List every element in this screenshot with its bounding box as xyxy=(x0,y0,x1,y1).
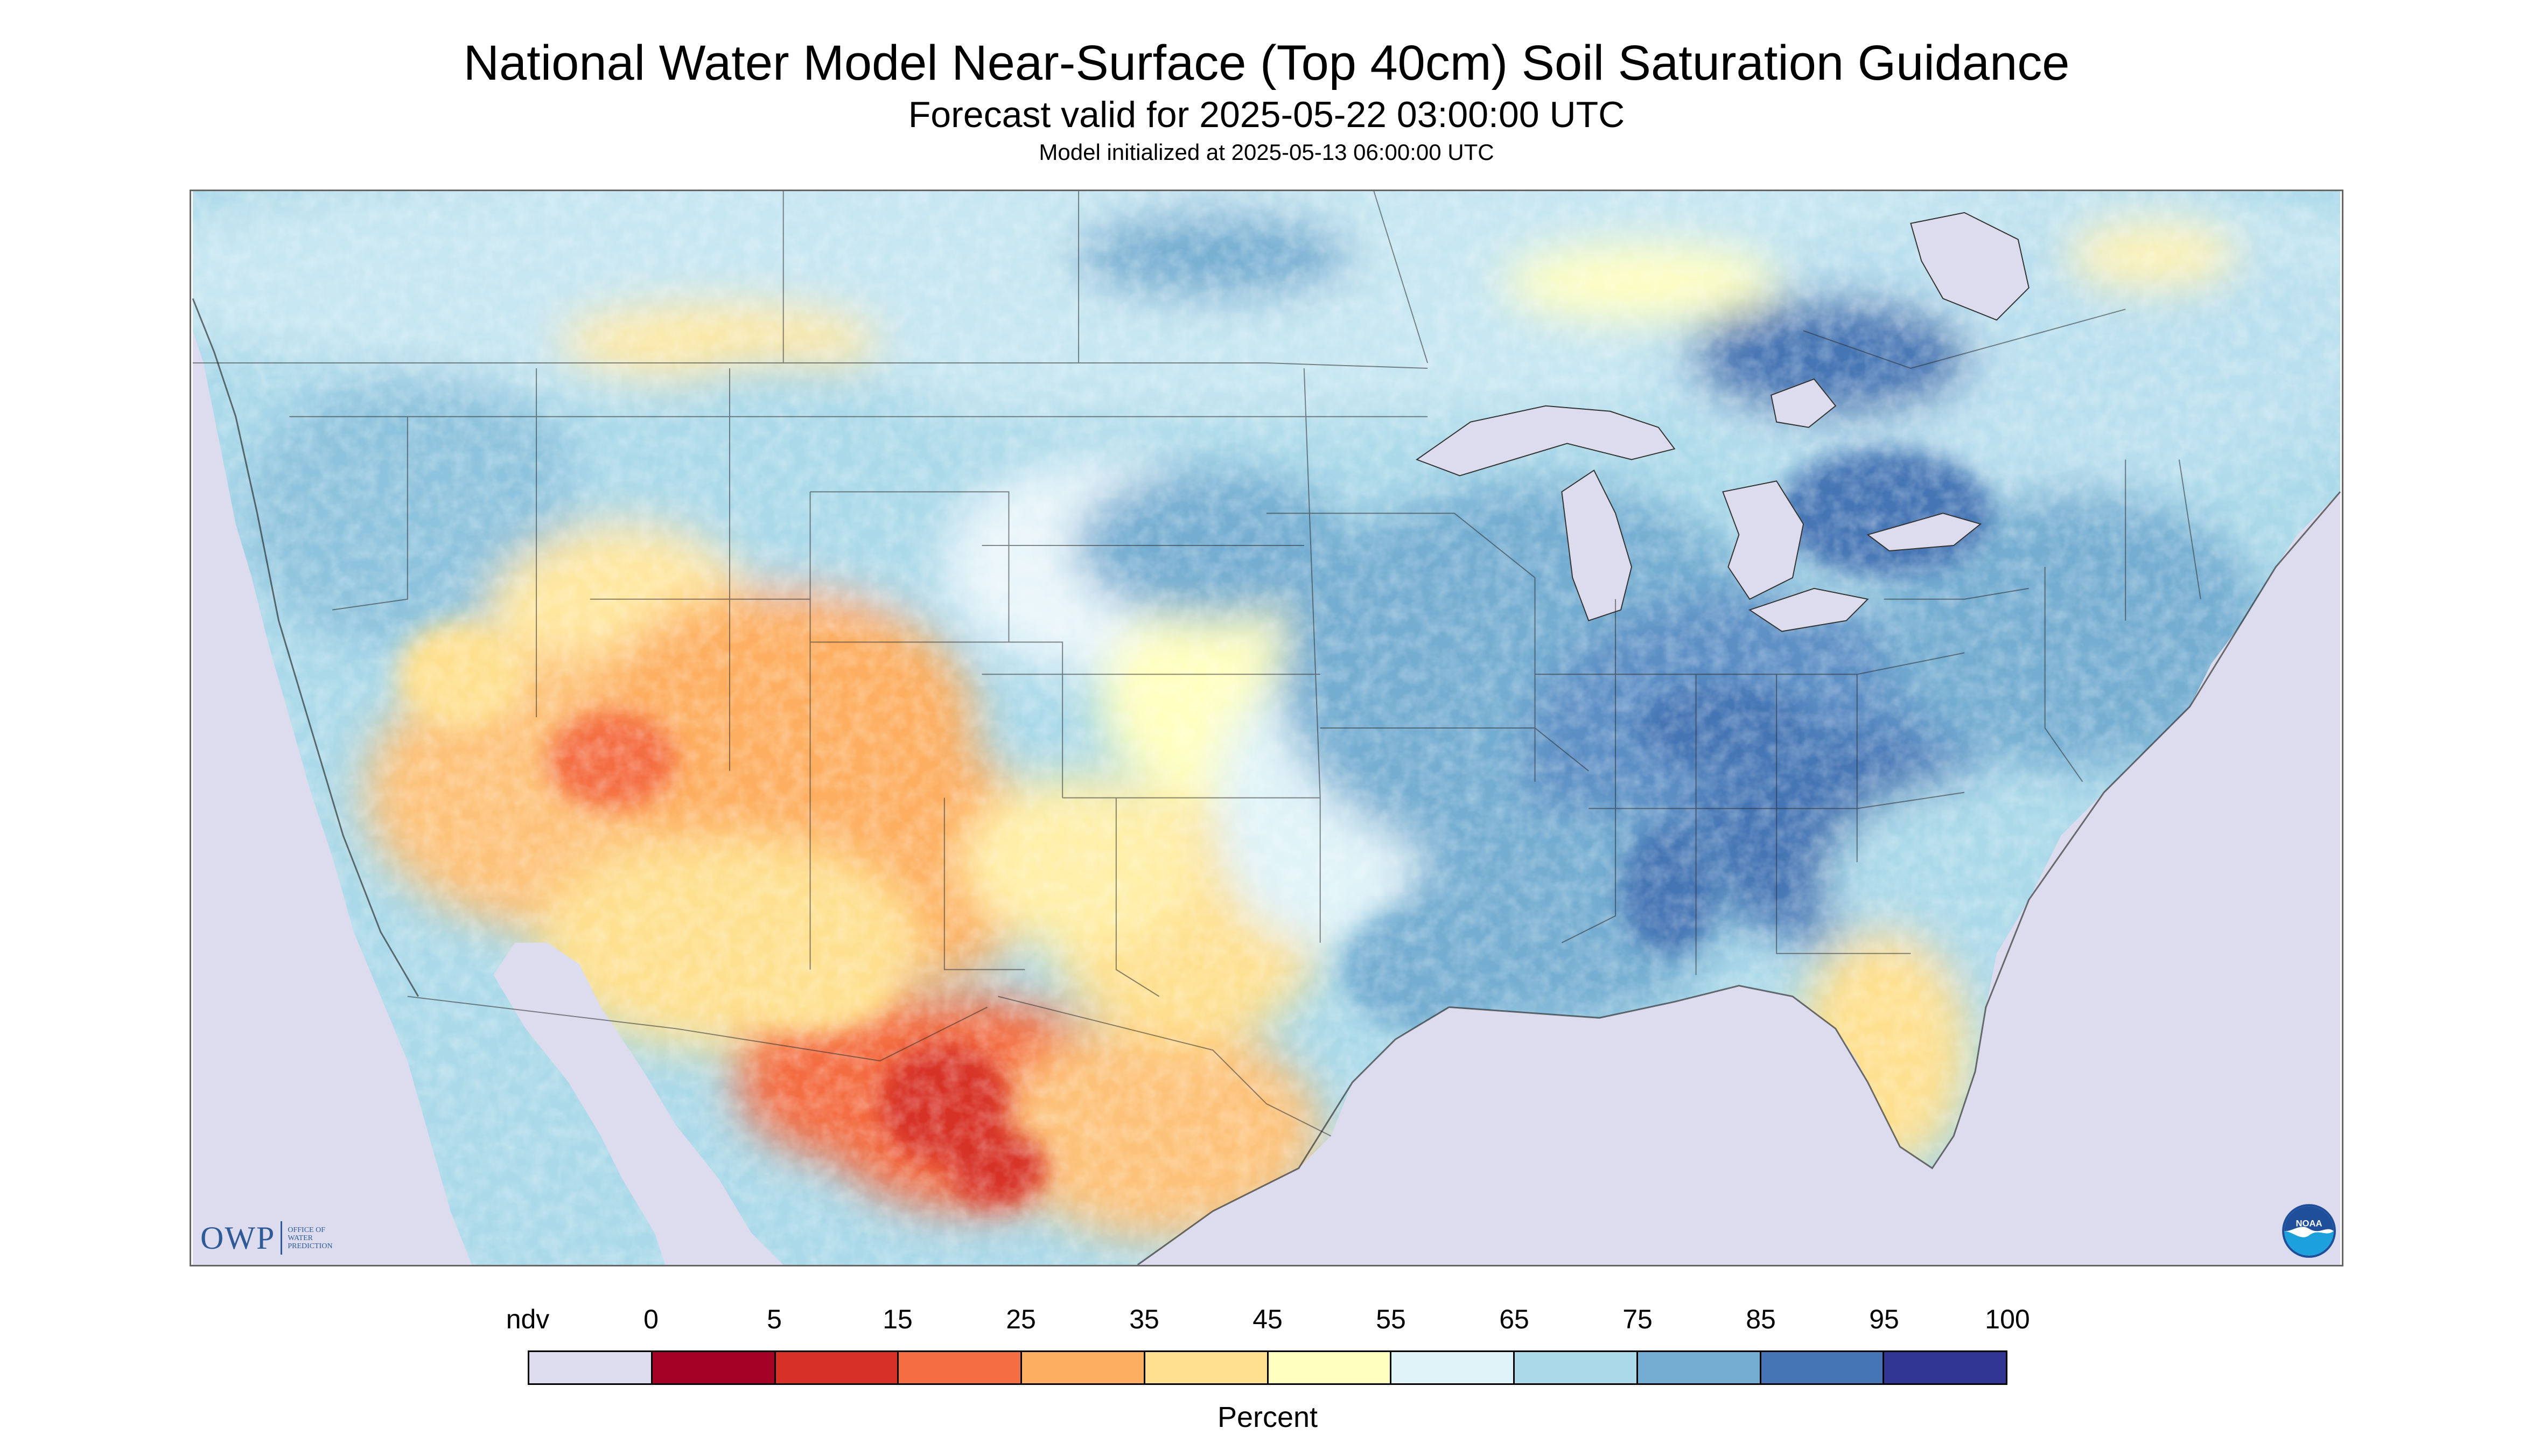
legend-tick-label: 45 xyxy=(1252,1304,1283,1334)
owp-logo-line-2: Water xyxy=(288,1234,313,1242)
legend-swatch-95-100 xyxy=(1884,1352,2006,1383)
legend-colorbar xyxy=(528,1350,2007,1385)
legend-tick-label: ndv xyxy=(506,1304,550,1334)
political-borders xyxy=(192,191,2201,1137)
legend-swatch-65-75 xyxy=(1515,1352,1638,1383)
legend-swatch-55-65 xyxy=(1391,1352,1515,1383)
legend-swatch-35-45 xyxy=(1145,1352,1269,1383)
owp-logo-line-1: Office of xyxy=(288,1226,325,1234)
map-canvas xyxy=(192,191,2341,1265)
soil-saturation-map xyxy=(190,190,2343,1266)
legend-tick-label: 5 xyxy=(767,1304,782,1334)
owp-logo-divider xyxy=(281,1221,283,1255)
legend-unit-label: Percent xyxy=(1217,1401,1318,1433)
legend-tick-label: 100 xyxy=(1985,1304,2030,1334)
coastlines xyxy=(192,298,2341,1265)
legend-swatch-75-85 xyxy=(1638,1352,1761,1383)
legend-tick-label: 15 xyxy=(883,1304,913,1334)
page-title: National Water Model Near-Surface (Top 4… xyxy=(463,36,2070,90)
great-lakes xyxy=(1416,212,2030,632)
legend-swatch-25-35 xyxy=(1022,1352,1145,1383)
noaa-logo: NOAA xyxy=(2282,1204,2336,1258)
owp-logo-subtitle: Office of Water Prediction xyxy=(288,1226,332,1250)
owp-logo: OWP Office of Water Prediction xyxy=(200,1219,333,1257)
legend-tick-label: 75 xyxy=(1622,1304,1653,1334)
legend-swatch-0-5 xyxy=(652,1352,776,1383)
legend-tick-label: 25 xyxy=(1006,1304,1036,1334)
saturation-field xyxy=(192,191,2340,1265)
legend-tick-label: 0 xyxy=(643,1304,659,1334)
legend-tick-label: 35 xyxy=(1129,1304,1159,1334)
noaa-logo-text: NOAA xyxy=(2296,1219,2322,1229)
legend-swatch-5-15 xyxy=(775,1352,899,1383)
legend-tick-label: 65 xyxy=(1499,1304,1529,1334)
legend-swatch-85-95 xyxy=(1761,1352,1885,1383)
legend-tick-label: 85 xyxy=(1746,1304,1776,1334)
owp-logo-line-3: Prediction xyxy=(288,1242,333,1250)
legend-tick-label: 95 xyxy=(1869,1304,1899,1334)
owp-logo-letters: OWP xyxy=(200,1220,276,1256)
legend-tick-label: 55 xyxy=(1376,1304,1406,1334)
color-legend: ndv 0 5 15 25 35 45 55 65 75 85 95 100 Percent xyxy=(506,1303,2030,1438)
legend-swatch-ndv xyxy=(529,1352,653,1383)
legend-swatch-15-25 xyxy=(899,1352,1022,1383)
legend-swatch-45-55 xyxy=(1268,1352,1392,1383)
forecast-valid-subtitle: Forecast valid for 2025-05-22 03:00:00 U… xyxy=(908,94,1625,135)
model-init-line: Model initialized at 2025-05-13 06:00:00… xyxy=(1039,139,1494,165)
